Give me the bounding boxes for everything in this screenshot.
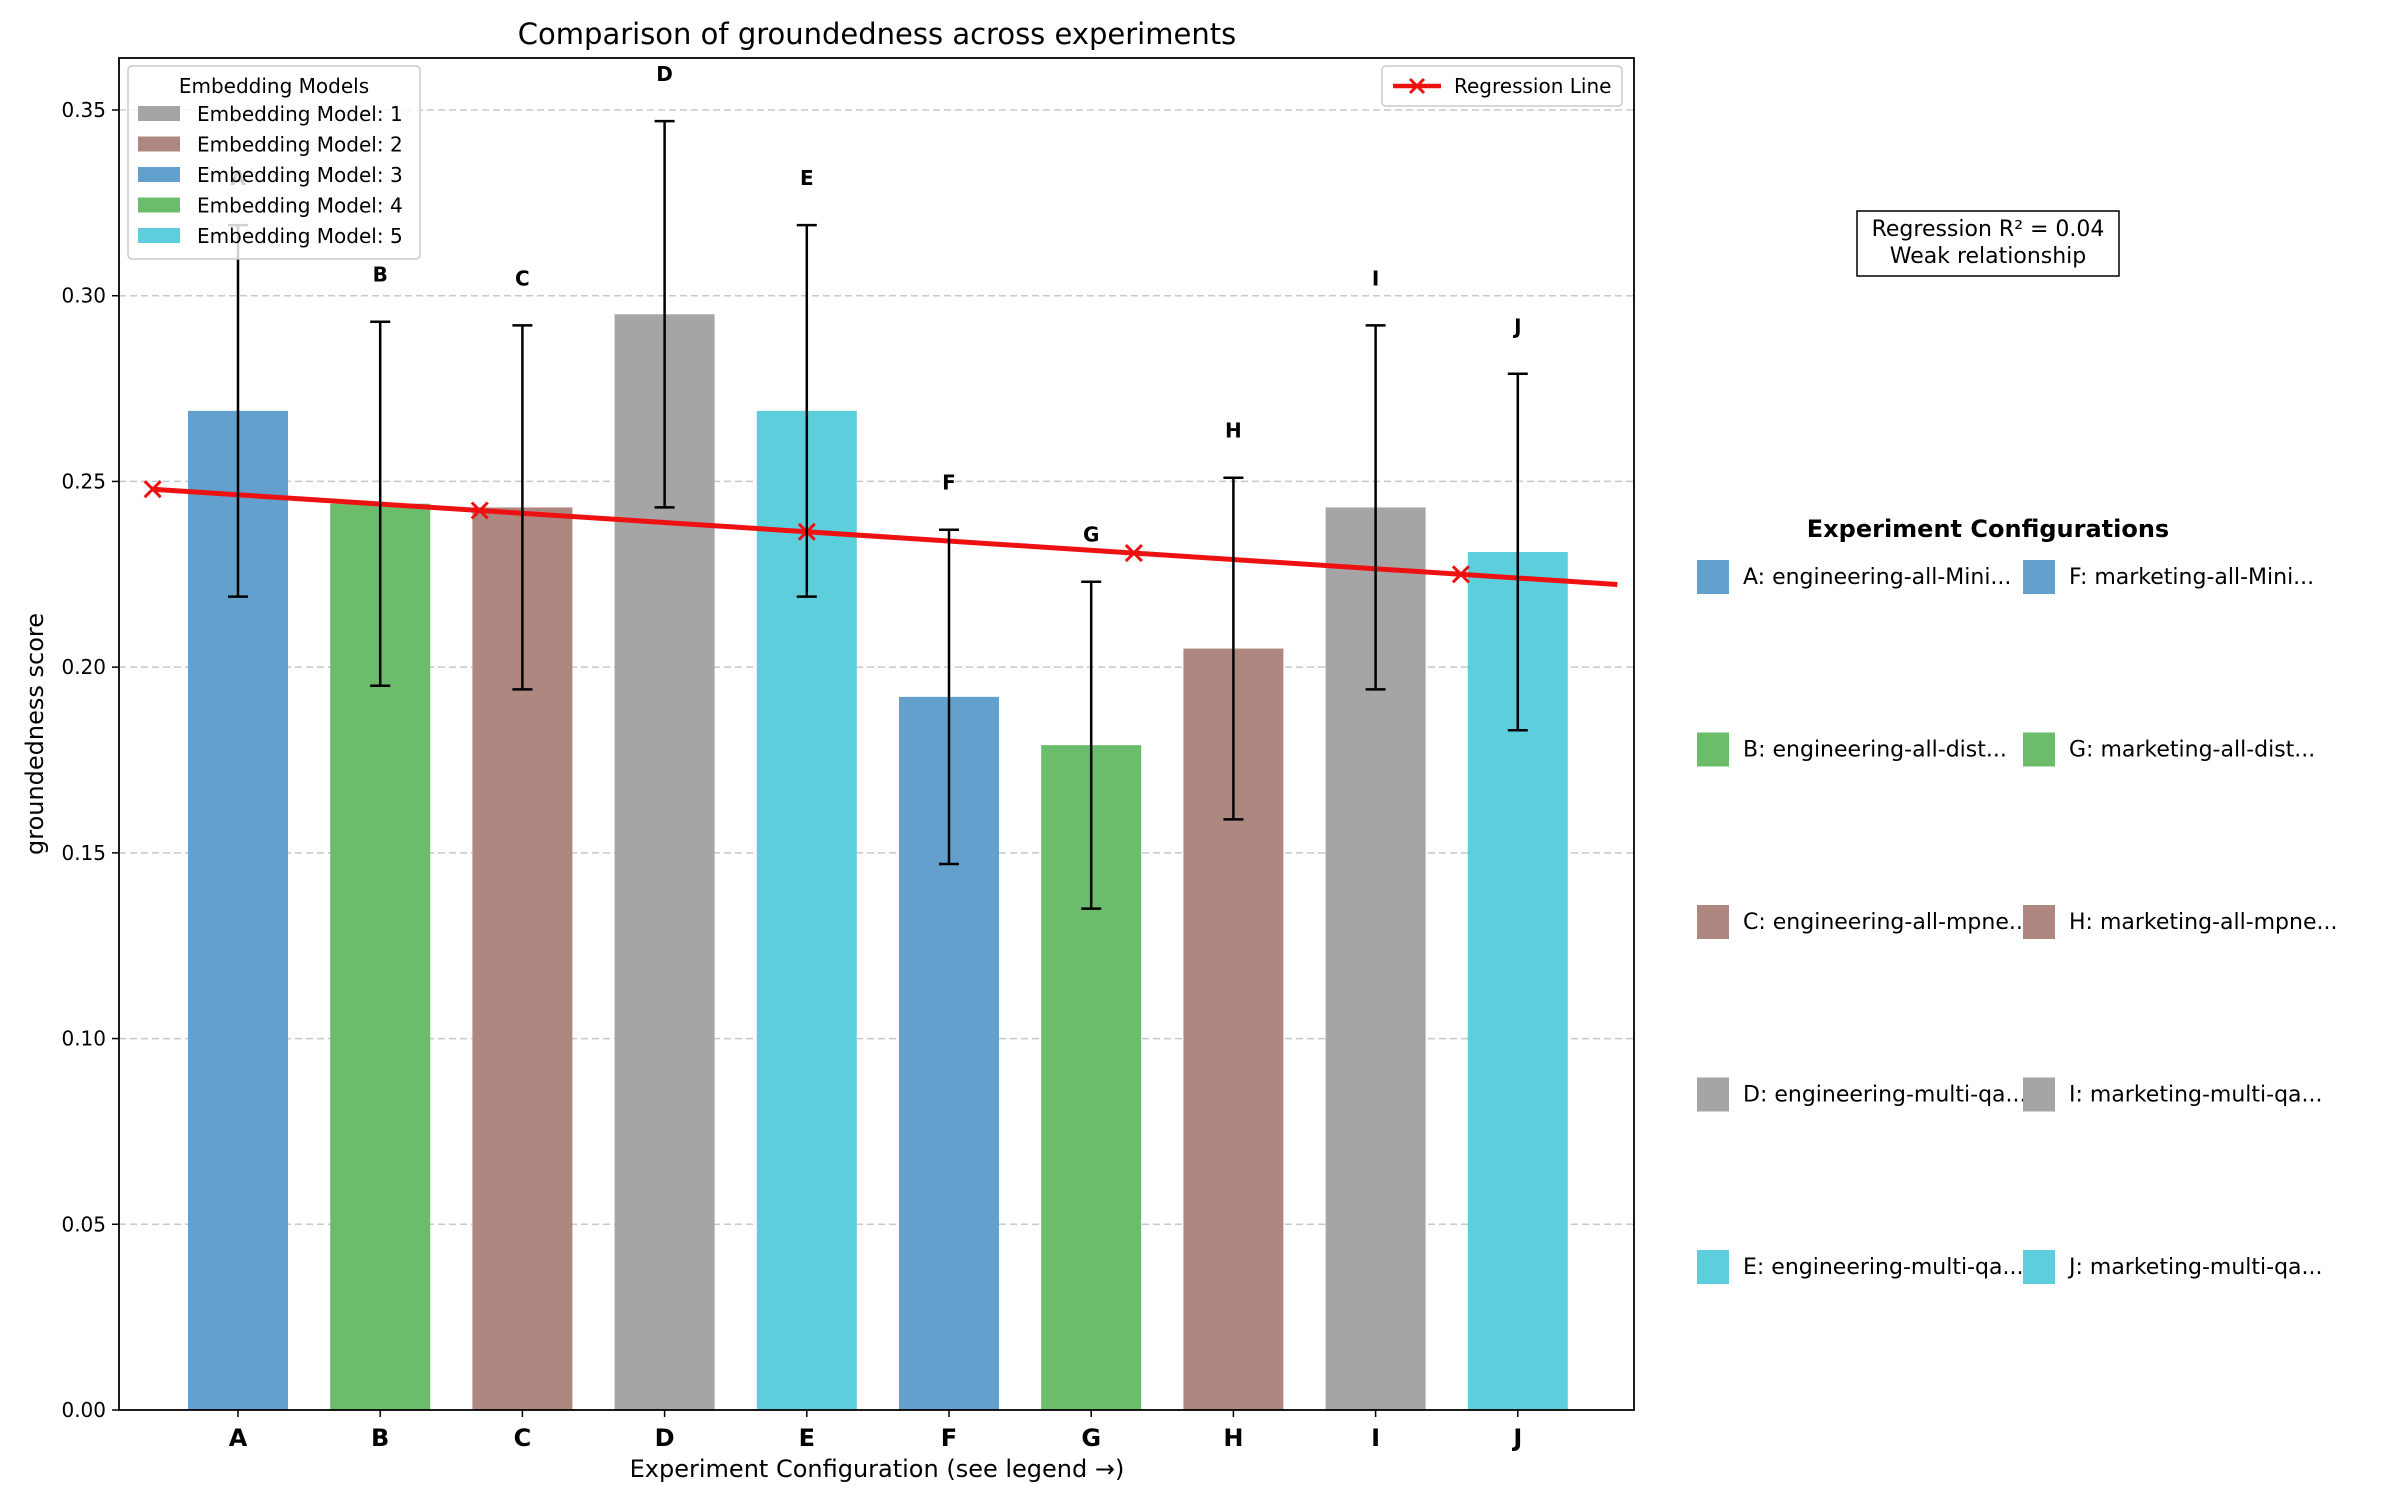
plot-frame bbox=[118, 57, 1635, 1411]
regression-legend-marker bbox=[1408, 77, 1426, 95]
y-tick-label: 0.05 bbox=[61, 1212, 106, 1236]
bars bbox=[188, 314, 1568, 1411]
config-legend-swatch bbox=[1697, 732, 1729, 767]
bar-label: J bbox=[1512, 315, 1521, 339]
model-legend-label: Embedding Model: 5 bbox=[197, 224, 403, 248]
model-legend-swatch bbox=[138, 197, 180, 213]
y-axis: 0.00 0.05 0.10 0.15 0.20 0.25 0.30 0.35 bbox=[61, 98, 119, 1422]
model-legend-label: Embedding Model: 1 bbox=[197, 102, 403, 126]
bar-label: C bbox=[515, 266, 530, 290]
config-legend-label: A: engineering-all-Mini... bbox=[1743, 565, 2011, 590]
bar-label: F bbox=[942, 471, 956, 495]
regression-annotation-box bbox=[1856, 210, 2120, 277]
x-tick-label: D bbox=[655, 1424, 675, 1452]
regression-annotation: Regression R² = 0.04 Weak relationship bbox=[1856, 210, 2120, 277]
x-tick-label: C bbox=[514, 1424, 532, 1452]
x-axis: A B C D E F G H I J bbox=[229, 1410, 1522, 1452]
config-legend-swatch bbox=[1697, 1077, 1729, 1112]
regression-annotation-r2: Regression R² = 0.04 bbox=[1872, 217, 2105, 242]
config-legend-swatch bbox=[2023, 560, 2055, 594]
x-axis-label: Experiment Configuration (see legend →) bbox=[630, 1455, 1125, 1483]
config-legend: Experiment Configurations A: engineering… bbox=[1697, 515, 2337, 1284]
config-legend-swatch bbox=[1697, 905, 1729, 939]
bar-label: G bbox=[1083, 523, 1099, 547]
model-legend-items: Embedding Model: 1 Embedding Model: 2 Embe… bbox=[138, 102, 403, 248]
model-legend-swatch bbox=[138, 167, 180, 182]
regression-marker bbox=[470, 501, 489, 520]
regression-annotation-strength: Weak relationship bbox=[1890, 244, 2087, 269]
config-legend-items: A: engineering-all-Mini... F: marketing-a… bbox=[1697, 560, 2337, 1284]
model-legend-label: Embedding Model: 3 bbox=[197, 163, 403, 187]
config-legend-label: G: marketing-all-dist... bbox=[2069, 738, 2315, 763]
config-legend-label: I: marketing-multi-qa... bbox=[2069, 1083, 2323, 1108]
model-legend-swatch bbox=[138, 228, 180, 243]
model-legend-title: Embedding Models bbox=[179, 74, 369, 98]
bar-label: H bbox=[1225, 419, 1242, 443]
config-legend-swatch bbox=[1697, 1250, 1729, 1284]
y-tick-label: 0.35 bbox=[61, 98, 106, 122]
bar-label: E bbox=[800, 166, 814, 190]
x-tick-label: B bbox=[371, 1424, 389, 1452]
config-legend-label: H: marketing-all-mpne... bbox=[2069, 910, 2337, 935]
config-legend-label: D: engineering-multi-qa... bbox=[1743, 1083, 2027, 1108]
config-legend-swatch bbox=[1697, 560, 1729, 594]
x-tick-label: J bbox=[1511, 1424, 1522, 1452]
x-tick-label: I bbox=[1371, 1424, 1380, 1452]
x-tick-label: F bbox=[941, 1424, 957, 1452]
chart-title: Comparison of groundedness across experi… bbox=[518, 17, 1236, 51]
model-legend-label: Embedding Model: 4 bbox=[197, 194, 403, 218]
config-legend-label: F: marketing-all-Mini... bbox=[2069, 565, 2314, 590]
regression-marker bbox=[1451, 565, 1470, 584]
config-legend-label: J: marketing-multi-qa... bbox=[2067, 1255, 2323, 1280]
regression-line-path bbox=[152, 486, 1618, 587]
config-legend-swatch bbox=[2023, 732, 2055, 767]
y-tick-label: 0.30 bbox=[61, 284, 106, 308]
config-legend-label: E: engineering-multi-qa... bbox=[1743, 1255, 2023, 1280]
x-tick-label: H bbox=[1223, 1424, 1243, 1452]
y-tick-label: 0.25 bbox=[61, 469, 106, 493]
y-tick-label: 0.00 bbox=[61, 1398, 106, 1422]
model-legend-swatch bbox=[138, 136, 180, 152]
regression-legend-label: Regression Line bbox=[1454, 74, 1611, 98]
x-tick-label: G bbox=[1081, 1424, 1101, 1452]
config-legend-title: Experiment Configurations bbox=[1807, 515, 2169, 543]
regression-marker bbox=[1124, 543, 1143, 563]
model-legend-label: Embedding Model: 2 bbox=[197, 133, 403, 157]
error-bars bbox=[228, 119, 1528, 910]
bar-label: I bbox=[1372, 266, 1379, 290]
config-legend-label: B: engineering-all-dist... bbox=[1743, 738, 2007, 763]
x-tick-label: E bbox=[799, 1424, 815, 1452]
config-legend-swatch bbox=[2023, 905, 2055, 939]
y-tick-label: 0.10 bbox=[61, 1027, 106, 1051]
model-legend: Embedding Models Embedding Model: 1Embed… bbox=[127, 65, 421, 260]
bar-label: B bbox=[373, 263, 388, 287]
config-legend-swatch bbox=[2023, 1250, 2055, 1284]
model-legend-box bbox=[127, 65, 421, 260]
config-legend-label: C: engineering-all-mpne... bbox=[1743, 910, 2030, 935]
y-axis-label: groundedness score bbox=[21, 613, 49, 855]
model-legend-swatch bbox=[138, 106, 180, 121]
y-tick-label: 0.15 bbox=[61, 841, 106, 865]
config-legend-swatch bbox=[2023, 1077, 2055, 1112]
x-tick-label: A bbox=[229, 1424, 248, 1452]
regression-legend-box bbox=[1381, 65, 1623, 107]
bar-label: D bbox=[656, 62, 673, 86]
regression-legend: Regression Line bbox=[1381, 65, 1623, 107]
y-tick-label: 0.20 bbox=[61, 655, 106, 679]
regression-marker bbox=[143, 480, 162, 499]
